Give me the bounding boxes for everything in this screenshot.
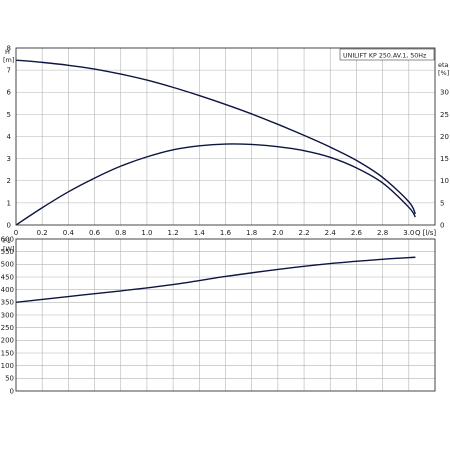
top-right-axis-unit: [%] [438, 69, 449, 77]
x-tick-label: 2.6 [351, 229, 363, 237]
bottom-axis-title: P1 [3, 237, 11, 245]
x-tick-label: 0.6 [89, 229, 101, 237]
top-left-tick-label: 3 [7, 155, 11, 163]
x-tick-label: 0.8 [115, 229, 126, 237]
x-tick-label: 2.2 [298, 229, 309, 237]
bottom-tick-label: 250 [1, 324, 14, 332]
top-left-tick-label: 0 [7, 221, 11, 229]
bottom-tick-label: 0 [10, 387, 14, 395]
top-right-tick-label: 0 [440, 221, 444, 229]
top-left-tick-label: 2 [7, 177, 11, 185]
top-right-axis-title: eta [438, 61, 449, 69]
top-left-tick-label: 4 [7, 133, 12, 141]
bottom-axis-unit: [W] [3, 245, 15, 253]
bottom-tick-label: 500 [1, 261, 14, 269]
bottom-tick-label: 300 [1, 311, 14, 319]
bottom-tick-label: 150 [1, 349, 14, 357]
legend-box [339, 48, 435, 61]
top-right-tick-label: 5 [440, 199, 444, 207]
legend-text: UNILIFT KP 250.AV.1, 50Hz [343, 53, 427, 60]
x-tick-label: 1.0 [141, 229, 152, 237]
bottom-tick-label: 350 [1, 299, 14, 307]
bottom-tick-label: 550 [1, 248, 14, 256]
top-left-tick-label: 1 [7, 199, 11, 207]
power-curve [15, 256, 416, 304]
top-chart-frame [15, 47, 436, 226]
top-right-tick-label: 10 [440, 177, 449, 185]
bottom-tick-label: 100 [1, 362, 14, 370]
x-tick-label: 2.0 [272, 229, 283, 237]
x-tick-label: 2.8 [377, 229, 388, 237]
x-axis-title: Q [l/s] [415, 229, 436, 237]
top-left-tick-label: 7 [7, 67, 11, 75]
bottom-tick-label: 400 [1, 286, 14, 294]
top-left-tick-label: 8 [7, 44, 11, 52]
top-right-tick-label: 30 [440, 89, 449, 97]
top-chart-series [15, 59, 416, 226]
bottom-chart-grid [16, 239, 435, 391]
top-left-axis-title: H [5, 48, 10, 56]
efficiency-curve [15, 143, 416, 226]
top-right-tick-label: 25 [440, 111, 449, 119]
top-left-tick-label: 6 [7, 89, 12, 97]
x-tick-label: 1.8 [246, 229, 257, 237]
x-tick-label: 0 [14, 229, 18, 237]
bottom-tick-label: 450 [1, 273, 14, 281]
top-left-axis-unit: [m] [3, 56, 14, 64]
x-tick-label: 3.0 [403, 229, 414, 237]
top-right-tick-label: 20 [440, 133, 449, 141]
x-tick-label: 0.4 [63, 229, 75, 237]
x-tick-label: 2.4 [325, 229, 337, 237]
top-left-tick-label: 5 [7, 111, 11, 119]
bottom-tick-label: 200 [1, 337, 14, 345]
bottom-chart-series [15, 256, 416, 304]
bottom-chart-frame [15, 238, 436, 392]
x-tick-label: 1.2 [168, 229, 179, 237]
bottom-tick-label: 600 [1, 235, 14, 243]
top-chart-grid [16, 48, 435, 225]
top-right-tick-label: 15 [440, 155, 449, 163]
x-tick-label: 0.2 [37, 229, 48, 237]
bottom-tick-label: 50 [5, 375, 14, 383]
head-curve [15, 59, 416, 215]
x-tick-label: 1.4 [194, 229, 206, 237]
x-tick-label: 1.6 [220, 229, 232, 237]
